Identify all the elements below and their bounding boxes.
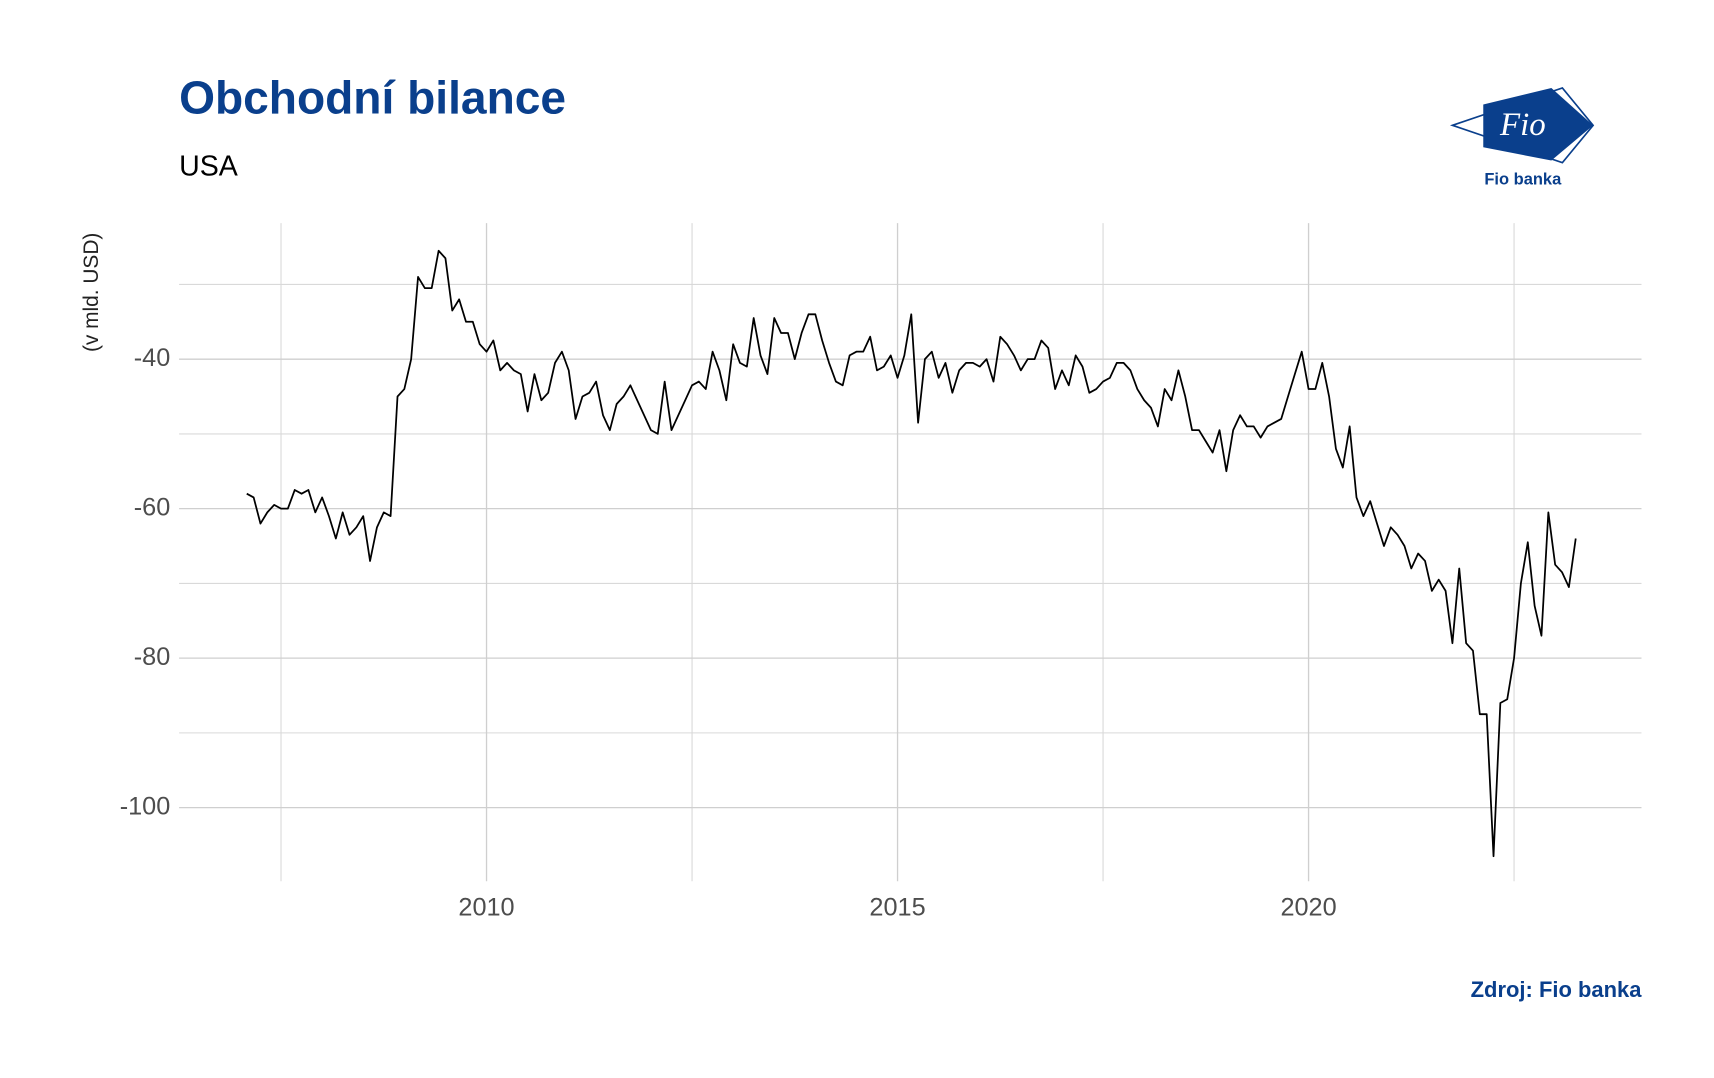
logo-caption: Fio banka xyxy=(1484,171,1562,189)
y-tick-label: -60 xyxy=(134,493,171,521)
x-tick-label: 2015 xyxy=(869,893,925,921)
x-tick-label: 2010 xyxy=(458,893,514,921)
logo: Fio Fio banka xyxy=(1449,87,1595,189)
chart-subtitle: USA xyxy=(179,151,238,183)
line-series xyxy=(246,249,1577,858)
chart-title: Obchodní bilance xyxy=(179,71,566,123)
source: Zdroj: Fio banka xyxy=(1471,977,1643,1002)
y-tick-label: -80 xyxy=(134,643,171,671)
x-tick-label: 2020 xyxy=(1280,893,1336,921)
y-tick-label: -40 xyxy=(134,344,171,372)
y-tick-label: -100 xyxy=(120,792,171,820)
y-axis-label: (v mld. USD) xyxy=(80,233,103,352)
logo-shape xyxy=(1483,87,1594,161)
logo-text: Fio xyxy=(1499,107,1546,143)
